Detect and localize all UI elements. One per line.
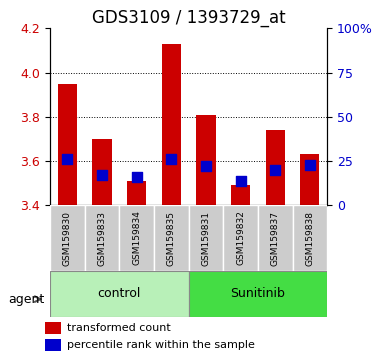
Bar [92,139,112,205]
Bar [58,84,77,205]
Bar [162,44,181,205]
Bar [231,185,250,205]
Text: GSM159837: GSM159837 [271,211,280,266]
Text: agent: agent [8,293,45,306]
Bar [45,322,60,334]
Text: GSM159832: GSM159832 [236,211,245,266]
Title: GDS3109 / 1393729_at: GDS3109 / 1393729_at [92,9,285,27]
Bar [189,271,327,317]
Text: GSM159830: GSM159830 [63,211,72,266]
Point [99,172,105,178]
Point [134,174,140,180]
Point [64,156,70,162]
Text: GSM159833: GSM159833 [97,211,107,266]
Text: GSM159834: GSM159834 [132,211,141,266]
Bar [196,115,216,205]
Text: GSM159835: GSM159835 [167,211,176,266]
Text: GSM159838: GSM159838 [305,211,315,266]
Bar [266,130,285,205]
Bar [300,154,320,205]
Point [168,156,174,162]
Bar [154,205,189,271]
Bar [223,205,258,271]
Bar [293,205,327,271]
Text: Sunitinib: Sunitinib [231,287,285,300]
Point [272,167,278,173]
Text: GSM159831: GSM159831 [201,211,211,266]
Bar [50,205,85,271]
Bar [45,339,60,350]
Bar [189,205,223,271]
Text: percentile rank within the sample: percentile rank within the sample [67,340,255,350]
Point [203,164,209,169]
Bar [119,205,154,271]
Bar [50,271,189,317]
Text: control: control [98,287,141,300]
Point [238,178,244,183]
Text: transformed count: transformed count [67,323,171,333]
Point [307,162,313,167]
Bar [85,205,119,271]
Bar [127,181,146,205]
Bar [258,205,293,271]
